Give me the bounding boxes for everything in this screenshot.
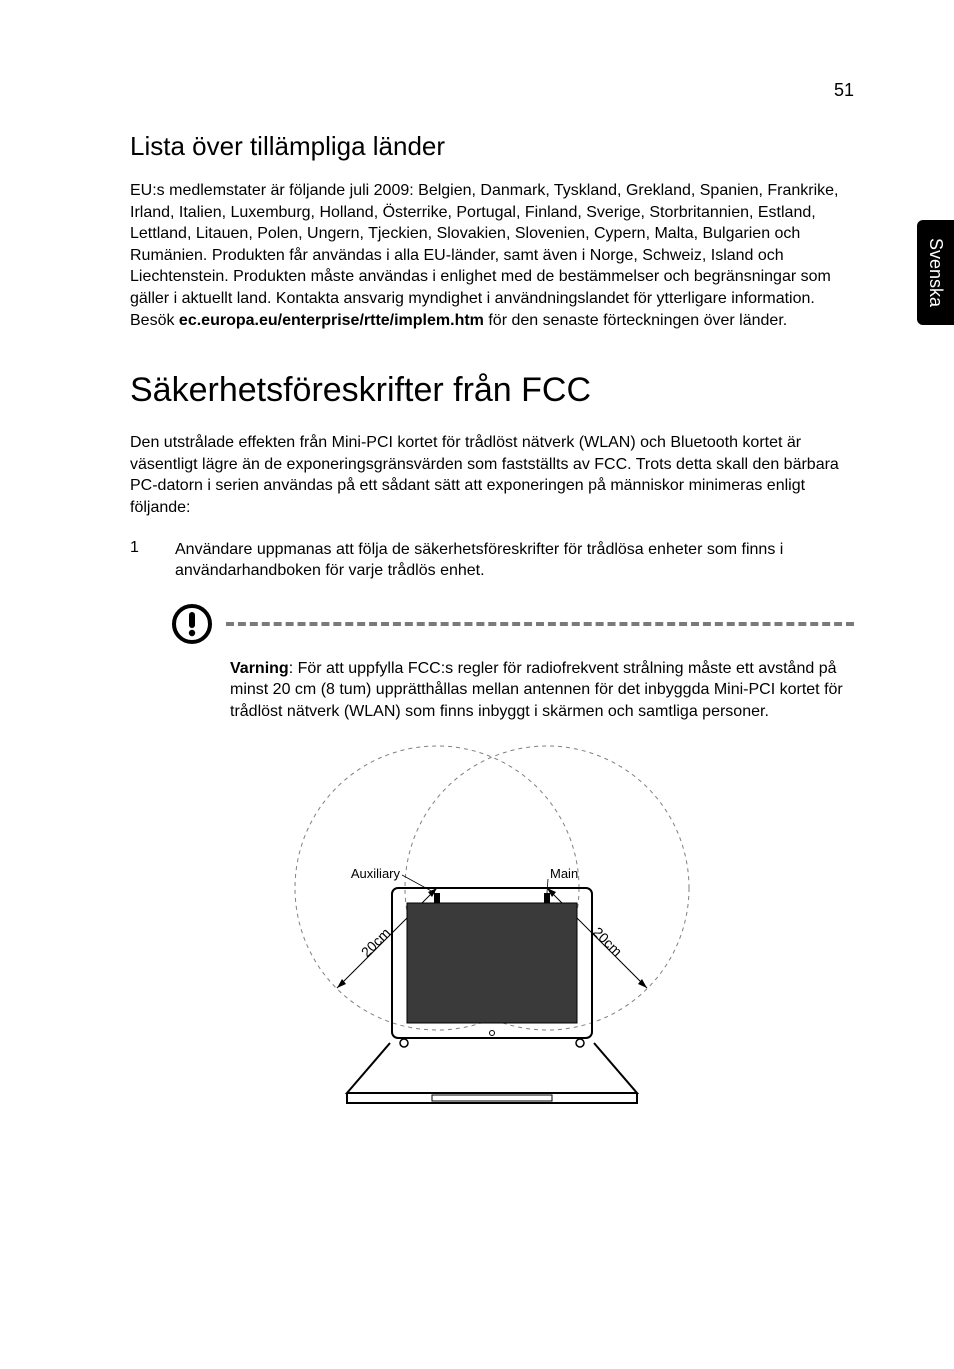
dist-right-label: 20cm xyxy=(590,923,626,959)
dashed-line xyxy=(226,622,854,626)
subsection-title: Lista över tillämpliga länder xyxy=(130,131,854,162)
page-number: 51 xyxy=(130,80,854,101)
subsection-body: EU:s medlemstater är följande juli 2009:… xyxy=(130,180,854,331)
body-link: ec.europa.eu/enterprise/rtte/implem.htm xyxy=(179,312,484,329)
section-title: Säkerhetsföreskrifter från FCC xyxy=(130,371,854,410)
section-intro: Den utstrålade effekten från Mini-PCI ko… xyxy=(130,432,854,518)
laptop-antenna-diagram: 20cm 20cm Auxiliary Main xyxy=(272,743,712,1143)
dist-left-label: 20cm xyxy=(358,924,394,960)
list-number: 1 xyxy=(130,539,175,582)
aux-label: Auxiliary xyxy=(351,866,401,881)
main-label: Main xyxy=(550,866,578,881)
list-text: Användare uppmanas att följa de säkerhet… xyxy=(175,539,854,582)
warning-icon xyxy=(170,602,214,646)
body-after: för den senaste förteckningen över lände… xyxy=(484,312,787,329)
body-text: EU:s medlemstater är följande juli 2009:… xyxy=(130,182,839,329)
warning-body: : För att uppfylla FCC:s regler för radi… xyxy=(230,660,843,720)
language-tab: Svenska xyxy=(917,220,954,325)
list-item-1: 1 Användare uppmanas att följa de säkerh… xyxy=(130,539,854,582)
warning-paragraph: Varning: För att uppfylla FCC:s regler f… xyxy=(230,658,854,723)
warning-label: Varning xyxy=(230,660,289,677)
warning-divider xyxy=(170,602,854,646)
